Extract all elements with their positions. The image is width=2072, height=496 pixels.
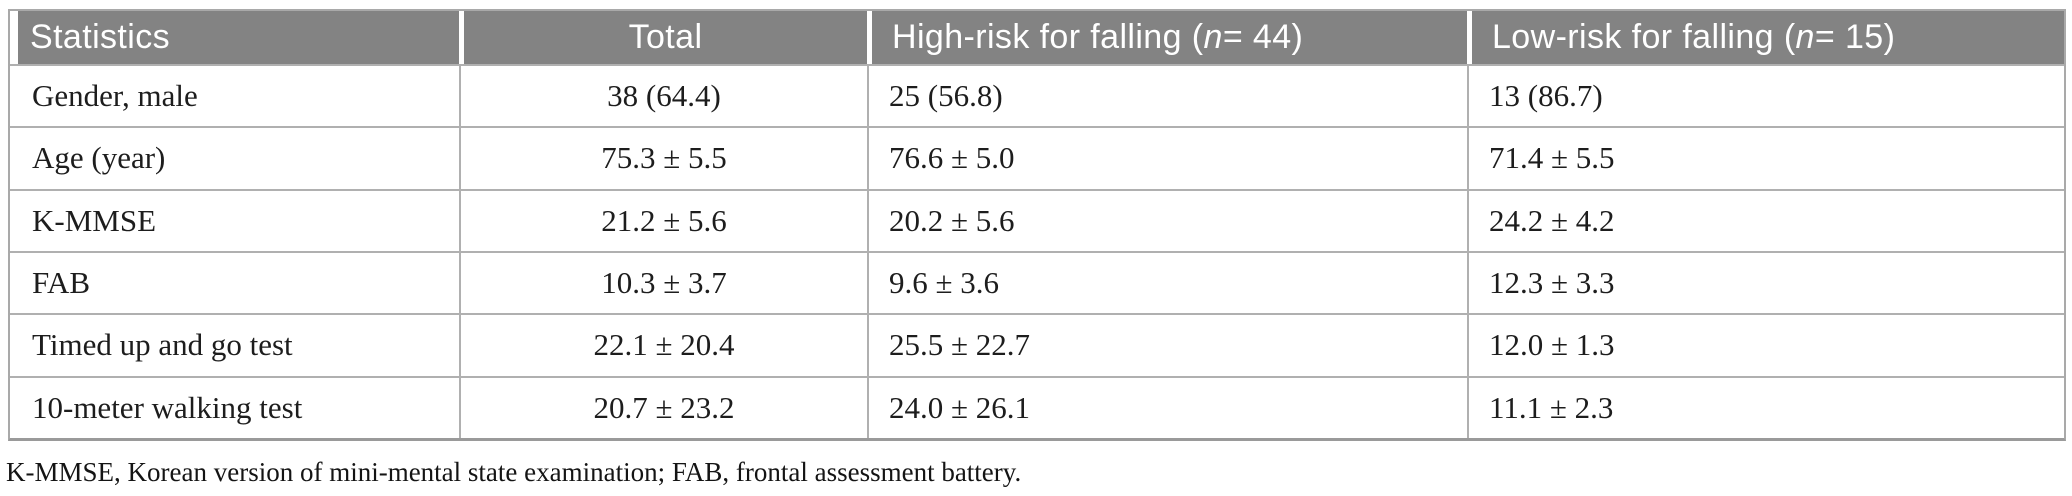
high-risk-cell: 25 (56.8) xyxy=(867,66,1467,127)
low-risk-cell: 13 (86.7) xyxy=(1467,66,2064,127)
table-row: Gender, male 38 (64.4) 25 (56.8) 13 (86.… xyxy=(10,64,2064,127)
low-risk-cell: 71.4 ± 5.5 xyxy=(1467,128,2064,189)
column-header-label: Low-risk for falling ( xyxy=(1492,18,1796,56)
high-risk-cell: 76.6 ± 5.0 xyxy=(867,128,1467,189)
high-risk-cell: 25.5 ± 22.7 xyxy=(867,315,1467,376)
column-header-label: Statistics xyxy=(30,18,171,56)
column-header-label: Total xyxy=(628,18,703,56)
low-risk-cell: 12.0 ± 1.3 xyxy=(1467,315,2064,376)
total-cell: 75.3 ± 5.5 xyxy=(459,128,867,189)
high-risk-cell: 9.6 ± 3.6 xyxy=(867,252,1467,314)
total-cell: 21.2 ± 5.6 xyxy=(459,190,867,251)
table-row: Age (year) 75.3 ± 5.5 76.6 ± 5.0 71.4 ± … xyxy=(10,126,2064,189)
row-label-cell: 10-meter walking test xyxy=(32,389,303,425)
high-risk-cell: 24.0 ± 26.1 xyxy=(867,377,1467,438)
table-header-row: Statistics Total High-risk for falling (… xyxy=(10,11,2064,64)
row-label-cell: K-MMSE xyxy=(32,202,157,238)
column-header-high-risk: High-risk for falling (n = 44) xyxy=(867,11,1467,64)
table-row: 10-meter walking test 20.7 ± 23.2 24.0 ±… xyxy=(10,375,2064,438)
row-label-cell: Gender, male xyxy=(32,78,198,114)
table-row: K-MMSE 21.2 ± 5.6 20.2 ± 5.6 24.2 ± 4.2 xyxy=(10,188,2064,251)
low-risk-cell: 24.2 ± 4.2 xyxy=(1467,190,2064,251)
column-header-label: = 44) xyxy=(1222,18,1304,56)
column-header-total: Total xyxy=(459,11,867,64)
column-header-label: High-risk for falling ( xyxy=(892,18,1204,56)
total-cell: 20.7 ± 23.2 xyxy=(459,377,867,438)
row-label-cell: Timed up and go test xyxy=(32,327,293,363)
high-risk-cell: 20.2 ± 5.6 xyxy=(867,190,1467,251)
total-cell: 38 (64.4) xyxy=(459,66,867,127)
table-row: FAB 10.3 ± 3.7 9.6 ± 3.6 12.3 ± 3.3 xyxy=(10,250,2064,314)
low-risk-cell: 12.3 ± 3.3 xyxy=(1467,252,2064,314)
total-cell: 10.3 ± 3.7 xyxy=(459,252,867,314)
column-header-statistics: Statistics xyxy=(10,11,459,64)
table-row: Timed up and go test 22.1 ± 20.4 25.5 ± … xyxy=(10,313,2064,376)
column-header-label: = 15) xyxy=(1814,18,1896,56)
total-cell: 22.1 ± 20.4 xyxy=(459,315,867,376)
table-footnote: K-MMSE, Korean version of mini-mental st… xyxy=(6,457,1022,487)
n-variable: n xyxy=(1203,18,1223,56)
row-label-cell: FAB xyxy=(32,265,91,301)
low-risk-cell: 11.1 ± 2.3 xyxy=(1467,377,2064,438)
column-header-low-risk: Low-risk for falling (n = 15) xyxy=(1467,11,2064,64)
demographics-table: Statistics Total High-risk for falling (… xyxy=(8,9,2066,441)
n-variable: n xyxy=(1795,18,1815,56)
row-label-cell: Age (year) xyxy=(32,140,166,176)
